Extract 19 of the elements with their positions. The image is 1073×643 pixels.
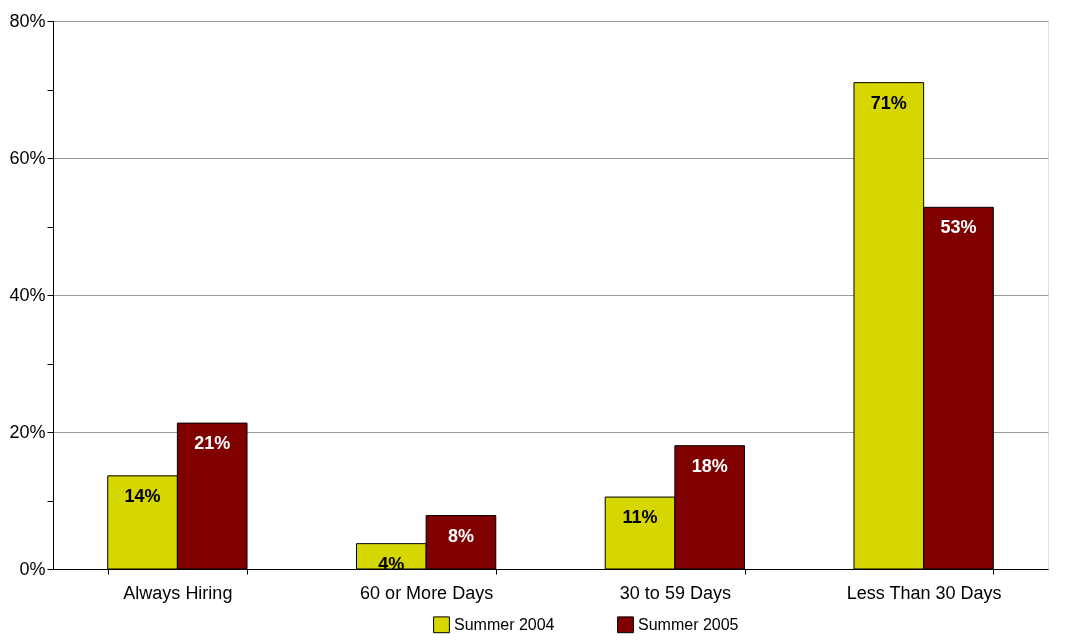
y-tick-label: 60% [9,147,46,168]
data-label: 71% [870,92,907,113]
x-tick-label: 30 to 59 Days [619,582,731,603]
data-label: 14% [124,485,161,506]
x-tick-label: Always Hiring [123,582,233,603]
y-tick-label: 40% [9,284,46,305]
data-label: 11% [622,507,658,528]
data-label: 53% [940,217,977,238]
data-label: 4% [378,553,405,574]
y-tick-label: 80% [9,10,46,31]
legend-label: Summer 2004 [454,615,555,633]
legend-label: Summer 2005 [638,615,739,633]
y-tick-label: 20% [9,421,46,442]
x-tick-label: Less Than 30 Days [846,582,1002,603]
x-tick-label: 60 or More Days [360,582,494,603]
data-label: 21% [194,433,231,454]
y-tick-label: 0% [19,558,46,579]
data-label: 8% [447,525,474,546]
data-label: 18% [691,455,728,476]
